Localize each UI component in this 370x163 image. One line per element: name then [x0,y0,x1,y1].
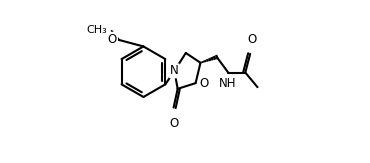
Text: O: O [169,117,178,130]
Text: O: O [108,33,117,46]
Text: CH₃: CH₃ [87,25,108,35]
Text: NH: NH [219,77,236,90]
Text: O: O [247,33,256,46]
Text: N: N [170,64,179,77]
Text: O: O [200,77,209,90]
